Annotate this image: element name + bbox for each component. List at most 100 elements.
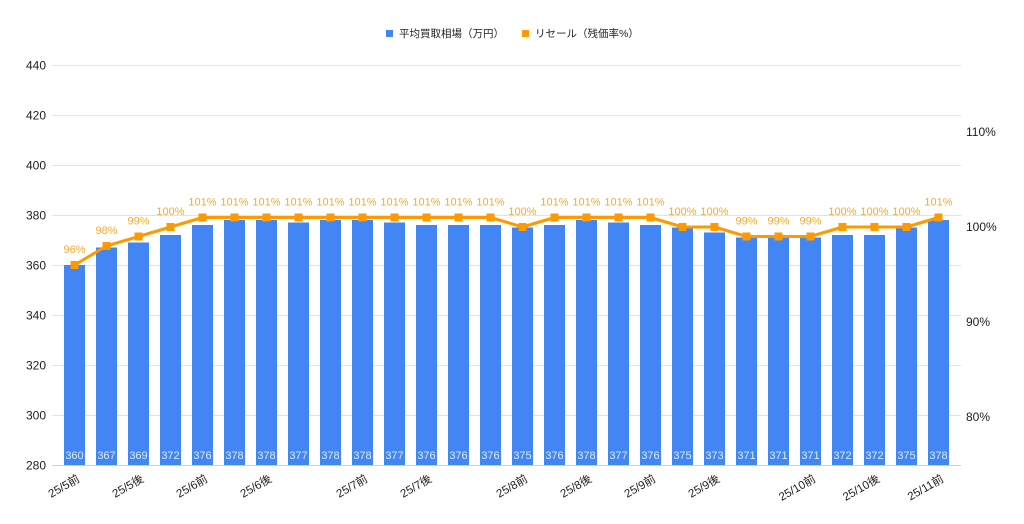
- bar[interactable]: [64, 265, 85, 465]
- line-marker[interactable]: [678, 222, 687, 231]
- y-axis-left-tick-label: 280: [26, 459, 46, 473]
- line-marker[interactable]: [70, 261, 79, 269]
- line-value-label: 100%: [892, 206, 920, 218]
- line-marker[interactable]: [102, 241, 111, 250]
- x-axis-tick-label: 25/8後: [558, 471, 595, 500]
- bar[interactable]: [768, 237, 789, 466]
- line-value-label: 98%: [95, 225, 117, 237]
- bar[interactable]: [576, 220, 597, 465]
- line-marker[interactable]: [454, 213, 463, 222]
- line-marker[interactable]: [230, 213, 239, 222]
- bar[interactable]: [320, 220, 341, 465]
- bar[interactable]: [96, 247, 117, 466]
- bar[interactable]: [480, 225, 501, 465]
- line-value-label: 100%: [828, 206, 856, 218]
- line-marker[interactable]: [294, 213, 303, 222]
- line-marker[interactable]: [358, 213, 367, 222]
- line-marker[interactable]: [486, 213, 495, 222]
- line-marker[interactable]: [550, 213, 559, 222]
- legend-item-average-purchase-price[interactable]: 平均買取相場（万円）: [386, 26, 504, 41]
- line-marker[interactable]: [198, 213, 207, 222]
- bar-value-label: 377: [289, 450, 307, 462]
- bar[interactable]: [448, 225, 469, 465]
- y-axis-left-tick-label: 420: [26, 109, 46, 123]
- line-marker[interactable]: [742, 232, 751, 241]
- line-marker[interactable]: [838, 222, 847, 231]
- bar-value-label: 378: [257, 450, 275, 462]
- bar-value-label: 375: [513, 450, 531, 462]
- bar[interactable]: [896, 227, 917, 466]
- bar[interactable]: [704, 232, 725, 466]
- line-marker[interactable]: [710, 222, 719, 231]
- bar[interactable]: [160, 235, 181, 465]
- line-marker[interactable]: [390, 213, 399, 222]
- bar[interactable]: [192, 225, 213, 465]
- bar[interactable]: [800, 237, 821, 466]
- line-value-label: 101%: [412, 196, 440, 208]
- bar[interactable]: [384, 222, 405, 466]
- bar-value-label: 367: [97, 450, 115, 462]
- legend-label: 平均買取相場（万円）: [399, 28, 504, 40]
- line-marker[interactable]: [166, 222, 175, 231]
- bar-value-label: 360: [65, 450, 83, 462]
- line-value-label: 101%: [476, 196, 504, 208]
- bar-value-label: 376: [641, 450, 659, 462]
- bar-value-label: 378: [577, 450, 595, 462]
- line-value-label: 99%: [767, 215, 789, 227]
- bar-value-label: 373: [705, 450, 723, 462]
- line-marker[interactable]: [774, 232, 783, 241]
- x-axis-tick-label: 25/5前: [46, 471, 82, 500]
- x-axis-tick-label: 25/11前: [905, 471, 946, 503]
- line-value-label: 100%: [700, 206, 728, 218]
- line-value-label: 99%: [127, 215, 149, 227]
- line-marker[interactable]: [646, 213, 655, 222]
- y-axis-right-tick-label: 80%: [966, 410, 990, 424]
- bar[interactable]: [416, 225, 437, 465]
- bar-value-label: 372: [161, 450, 179, 462]
- line-marker[interactable]: [518, 222, 527, 231]
- bar[interactable]: [544, 225, 565, 465]
- line-marker[interactable]: [262, 213, 271, 222]
- bar[interactable]: [672, 227, 693, 466]
- x-axis-tick-label: 25/9前: [622, 471, 658, 500]
- line-value-label: 101%: [252, 196, 280, 208]
- line-marker[interactable]: [870, 222, 879, 231]
- line-marker[interactable]: [582, 213, 591, 222]
- bar[interactable]: [128, 242, 149, 466]
- line-value-label: 100%: [668, 206, 696, 218]
- bar[interactable]: [736, 237, 757, 466]
- bar-value-label: 377: [609, 450, 627, 462]
- bar[interactable]: [864, 235, 885, 465]
- line-value-label: 99%: [735, 215, 757, 227]
- x-axis-tick-label: 25/10前: [776, 471, 818, 503]
- bar[interactable]: [256, 220, 277, 465]
- line-marker[interactable]: [934, 213, 943, 222]
- bar[interactable]: [352, 220, 373, 465]
- line-value-label: 101%: [572, 196, 600, 208]
- line-marker[interactable]: [806, 232, 815, 241]
- legend-item-resale-rate[interactable]: リセール（残価率%）: [522, 26, 639, 41]
- line-marker[interactable]: [614, 213, 623, 222]
- bar[interactable]: [608, 222, 629, 466]
- bar[interactable]: [224, 220, 245, 465]
- bar[interactable]: [832, 235, 853, 465]
- bar[interactable]: [640, 225, 661, 465]
- bar-value-label: 376: [545, 450, 563, 462]
- y-axis-right-tick-label: 110%: [966, 125, 996, 139]
- bar-value-label: 372: [865, 450, 883, 462]
- bar-value-label: 376: [417, 450, 435, 462]
- y-axis-left-tick-label: 440: [26, 59, 46, 73]
- line-marker[interactable]: [326, 213, 335, 222]
- bar[interactable]: [288, 222, 309, 466]
- line-marker[interactable]: [134, 232, 143, 241]
- bar[interactable]: [928, 220, 949, 465]
- line-value-label: 96%: [63, 244, 85, 256]
- line-marker[interactable]: [902, 222, 911, 231]
- x-axis-tick-label: 25/6後: [238, 471, 275, 500]
- line-marker[interactable]: [422, 213, 431, 222]
- bar-value-label: 376: [449, 450, 467, 462]
- line-value-label: 101%: [316, 196, 344, 208]
- line-value-label: 101%: [284, 196, 312, 208]
- bar[interactable]: [512, 227, 533, 466]
- bar-value-label: 371: [737, 450, 755, 462]
